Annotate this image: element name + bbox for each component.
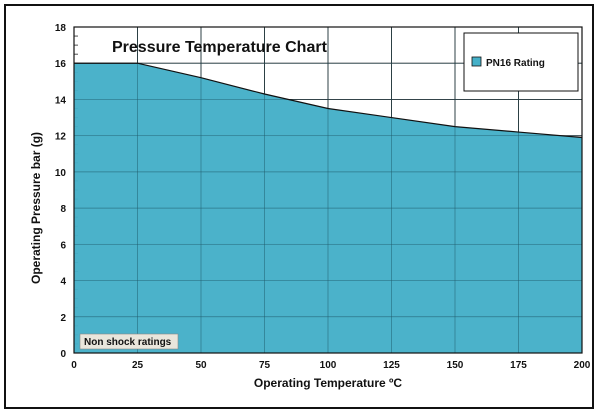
chart-title: Pressure Temperature Chart [112, 39, 328, 56]
y-tick-label: 18 [55, 23, 67, 34]
y-tick-label: 6 [60, 240, 66, 251]
y-tick-label: 2 [60, 313, 66, 324]
y-tick-label: 10 [55, 168, 67, 179]
annotation-text: Non shock ratings [84, 337, 172, 348]
x-axis-ticks: 0 25 50 75 100 125 150 175 200 [71, 360, 591, 371]
y-tick-label: 8 [60, 204, 66, 215]
y-tick-label: 4 [60, 277, 66, 288]
legend-label-pn16: PN16 Rating [486, 58, 545, 69]
x-tick-label: 100 [320, 360, 337, 371]
plot-border [73, 26, 583, 354]
legend-swatch-pn16 [471, 56, 482, 67]
x-axis-label: Operating Temperature ºC [254, 376, 403, 390]
y-tick-label: 14 [55, 95, 67, 106]
legend: PN16 Rating [463, 32, 579, 92]
y-tick-label: 16 [55, 59, 67, 70]
annotation-box: Non shock ratings [79, 333, 179, 350]
x-tick-label: 200 [574, 360, 591, 371]
series-line-pn16 [74, 62, 583, 139]
x-tick-label: 175 [510, 360, 527, 371]
y-tick-label: 0 [60, 349, 66, 360]
y-axis-label: Operating Pressure bar (g) [29, 132, 43, 284]
x-tick-label: 25 [132, 360, 144, 371]
x-tick-label: 150 [447, 360, 464, 371]
x-tick-label: 0 [71, 360, 77, 371]
x-tick-label: 75 [259, 360, 271, 371]
x-tick-label: 125 [383, 360, 400, 371]
x-tick-label: 50 [195, 360, 207, 371]
y-axis-ticks: 0 2 4 6 8 10 12 14 16 18 [55, 23, 67, 360]
y-tick-label: 12 [55, 132, 67, 143]
